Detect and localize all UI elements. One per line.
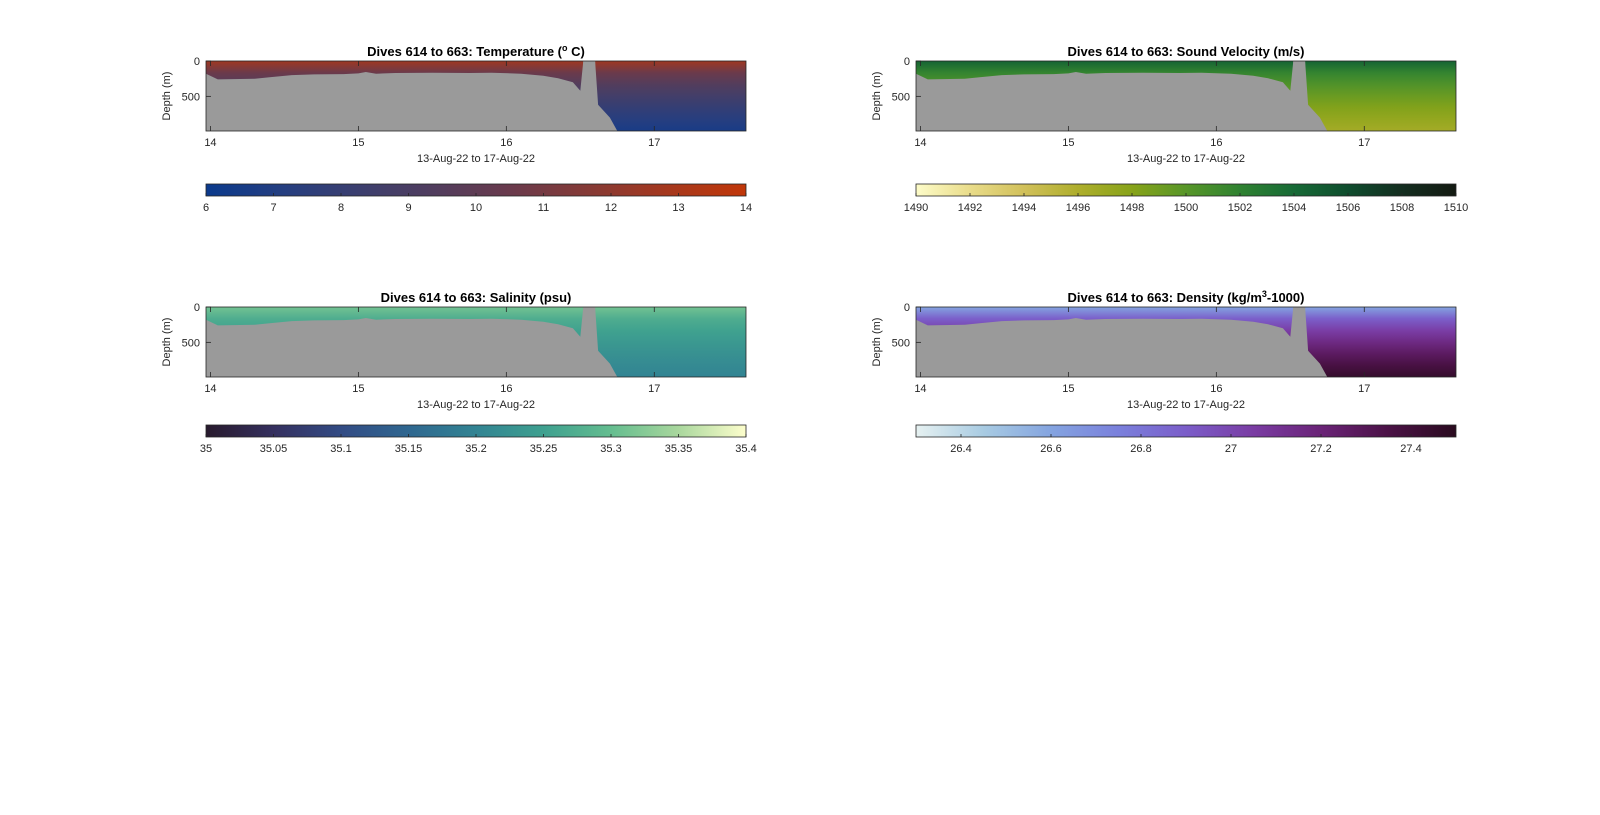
y-tick-label: 500 bbox=[182, 91, 200, 103]
colorbar-tick-label: 35.15 bbox=[395, 443, 423, 455]
no-data-column bbox=[1293, 307, 1306, 337]
colorbar-tick-label: 1502 bbox=[1228, 202, 1252, 214]
colorbar-tick-label: 35.1 bbox=[330, 443, 351, 455]
title-text: Dives 614 to 663: Sound Velocity (m/s) bbox=[1068, 44, 1305, 59]
colorbar-tick-label: 1494 bbox=[1012, 202, 1036, 214]
title-text: Dives 614 to 663: Temperature ( bbox=[367, 44, 563, 59]
colorbar-tick-label: 35 bbox=[200, 443, 212, 455]
x-tick-label: 16 bbox=[500, 383, 512, 395]
chart-panel-0: Dives 614 to 663: Temperature (o C) Depth… bbox=[161, 43, 752, 214]
no-data-region bbox=[916, 307, 1456, 377]
colorbar-tick-label: 26.4 bbox=[950, 443, 971, 455]
y-tick-label: 500 bbox=[182, 337, 200, 349]
chart-title: Dives 614 to 663: Salinity (psu) bbox=[381, 290, 572, 305]
title-text: Dives 614 to 663: Density (kg/m bbox=[1068, 290, 1262, 305]
chart-panel-2: Dives 614 to 663: Salinity (psu) Depth (m… bbox=[161, 290, 757, 455]
no-data-region bbox=[206, 307, 746, 377]
colorbar-tick-label: 35.25 bbox=[530, 443, 558, 455]
chart-title: Dives 614 to 663: Sound Velocity (m/s) bbox=[1068, 44, 1305, 59]
colorbar-tick-label: 1510 bbox=[1444, 202, 1468, 214]
chart-title: Dives 614 to 663: Density (kg/m3-1000) bbox=[1068, 289, 1305, 305]
colorbar-tick-label: 6 bbox=[203, 202, 209, 214]
colorbar-tick-label: 26.8 bbox=[1130, 443, 1151, 455]
no-data-region bbox=[916, 61, 1456, 131]
colorbar-tick-label: 27 bbox=[1225, 443, 1237, 455]
colorbar-tick-label: 1506 bbox=[1336, 202, 1360, 214]
x-tick-label: 14 bbox=[204, 137, 216, 149]
y-tick-label: 0 bbox=[194, 302, 200, 314]
colorbar-tick-label: 27.2 bbox=[1310, 443, 1331, 455]
x-tick-label: 17 bbox=[1358, 383, 1370, 395]
y-tick-label: 500 bbox=[892, 337, 910, 349]
x-tick-label: 17 bbox=[648, 137, 660, 149]
title-text-end: C) bbox=[568, 44, 585, 59]
x-axis-label: 13-Aug-22 to 17-Aug-22 bbox=[417, 153, 535, 165]
x-tick-label: 16 bbox=[1210, 137, 1222, 149]
x-axis-label: 13-Aug-22 to 17-Aug-22 bbox=[417, 399, 535, 411]
colorbar-tick-label: 1504 bbox=[1282, 202, 1306, 214]
no-data-column bbox=[1293, 61, 1306, 91]
x-tick-label: 16 bbox=[1210, 383, 1222, 395]
y-tick-label: 0 bbox=[904, 56, 910, 68]
x-tick-label: 17 bbox=[648, 383, 660, 395]
colorbar bbox=[915, 424, 1457, 438]
no-data-region bbox=[206, 61, 746, 131]
no-data-column bbox=[583, 61, 596, 91]
title-superscript: o bbox=[562, 43, 568, 53]
chart-panel-3: Dives 614 to 663: Density (kg/m3-1000) De… bbox=[871, 289, 1457, 455]
x-tick-label: 14 bbox=[204, 383, 216, 395]
no-data-column bbox=[583, 307, 596, 337]
colorbar-tick-label: 13 bbox=[672, 202, 684, 214]
x-tick-label: 14 bbox=[914, 137, 926, 149]
colorbar-tick-label: 1496 bbox=[1066, 202, 1090, 214]
colorbar-tick-label: 1498 bbox=[1120, 202, 1144, 214]
colorbar-tick-label: 35.05 bbox=[260, 443, 288, 455]
colorbar-tick-label: 35.2 bbox=[465, 443, 486, 455]
colorbar-tick-label: 35.3 bbox=[600, 443, 621, 455]
colorbar-tick-label: 8 bbox=[338, 202, 344, 214]
x-tick-label: 14 bbox=[914, 383, 926, 395]
chart-panel-1: Dives 614 to 663: Sound Velocity (m/s) De… bbox=[871, 44, 1468, 214]
x-axis-label: 13-Aug-22 to 17-Aug-22 bbox=[1127, 153, 1245, 165]
x-tick-label: 16 bbox=[500, 137, 512, 149]
x-tick-label: 17 bbox=[1358, 137, 1370, 149]
colorbar-tick-label: 1492 bbox=[958, 202, 982, 214]
colorbar-tick-label: 12 bbox=[605, 202, 617, 214]
chart-title: Dives 614 to 663: Temperature (o C) bbox=[367, 43, 585, 59]
colorbar-tick-label: 1490 bbox=[904, 202, 928, 214]
y-axis-label: Depth (m) bbox=[161, 72, 173, 121]
x-tick-label: 15 bbox=[1062, 383, 1074, 395]
colorbar-tick-label: 10 bbox=[470, 202, 482, 214]
y-tick-label: 0 bbox=[904, 302, 910, 314]
y-tick-label: 0 bbox=[194, 56, 200, 68]
x-tick-label: 15 bbox=[352, 137, 364, 149]
colorbar-tick-label: 35.35 bbox=[665, 443, 693, 455]
title-text-end: -1000) bbox=[1267, 290, 1305, 305]
y-axis-label: Depth (m) bbox=[161, 318, 173, 367]
colorbar-tick-label: 11 bbox=[538, 202, 549, 214]
colorbar-tick-label: 27.4 bbox=[1400, 443, 1421, 455]
colorbar-tick-label: 7 bbox=[270, 202, 276, 214]
colorbar-tick-label: 9 bbox=[405, 202, 411, 214]
y-axis-label: Depth (m) bbox=[871, 318, 883, 367]
colorbar-tick-label: 1500 bbox=[1174, 202, 1198, 214]
x-tick-label: 15 bbox=[352, 383, 364, 395]
x-axis-label: 13-Aug-22 to 17-Aug-22 bbox=[1127, 399, 1245, 411]
colorbar-tick-label: 26.6 bbox=[1040, 443, 1061, 455]
x-tick-label: 15 bbox=[1062, 137, 1074, 149]
y-tick-label: 500 bbox=[892, 91, 910, 103]
colorbar-tick-label: 14 bbox=[740, 202, 752, 214]
colorbar-tick-label: 1508 bbox=[1390, 202, 1414, 214]
colorbar-tick-label: 35.4 bbox=[735, 443, 756, 455]
title-text: Dives 614 to 663: Salinity (psu) bbox=[381, 290, 572, 305]
y-axis-label: Depth (m) bbox=[871, 72, 883, 121]
title-superscript: 3 bbox=[1262, 289, 1267, 299]
